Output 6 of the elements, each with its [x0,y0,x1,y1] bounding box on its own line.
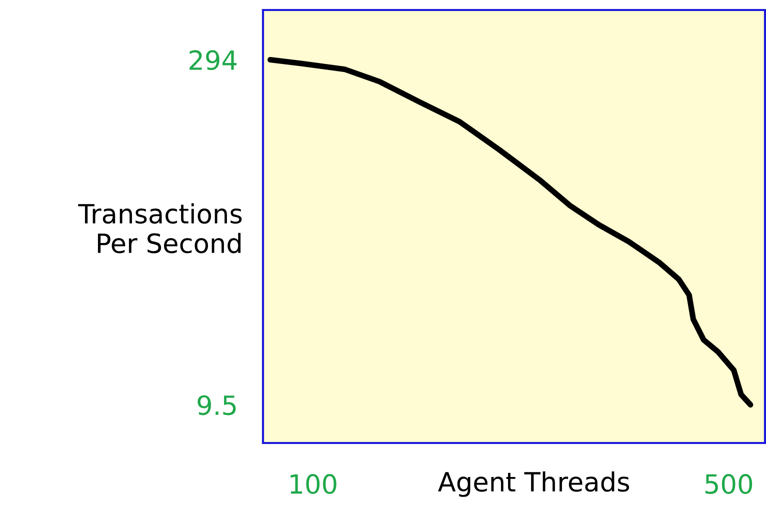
x-axis-title: Agent Threads [438,471,630,497]
x-tick-label: 500 [705,474,752,494]
x-tick-label: 100 [290,474,336,494]
y-axis-title: Transactions Per Second [78,203,242,254]
y-tick-label: 9.5 [198,395,236,416]
y-tick-label: 294 [190,50,237,70]
